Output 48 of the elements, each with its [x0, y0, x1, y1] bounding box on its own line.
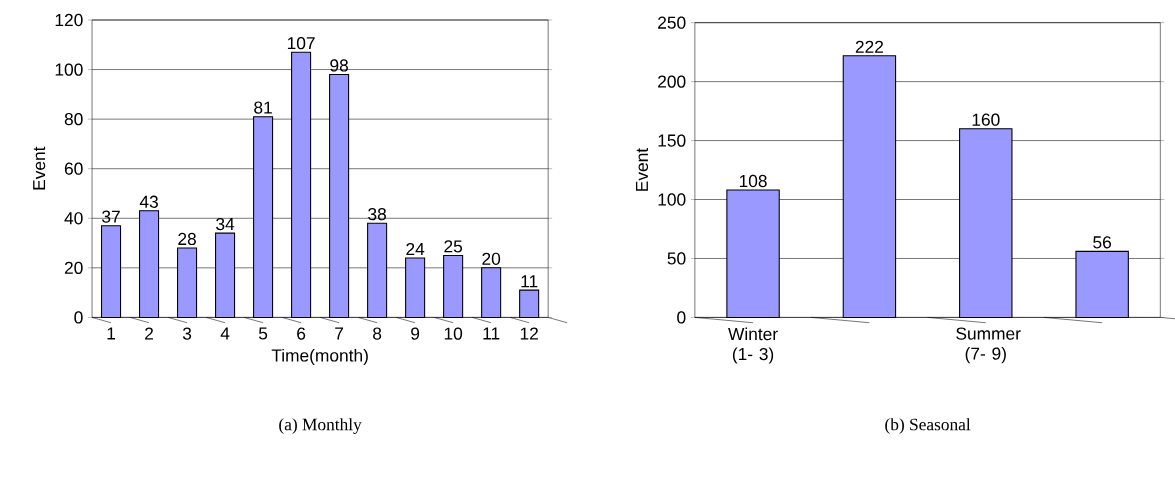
- data-label: 98: [330, 59, 348, 72]
- data-label: 81: [254, 101, 272, 114]
- data-label: 25: [444, 240, 463, 253]
- x-tick-label: 11: [483, 327, 500, 340]
- x-tick-label: 4: [220, 327, 230, 340]
- data-label: 11: [521, 275, 538, 287]
- x-tick-label: 3: [182, 327, 192, 340]
- x-tick-label: 9: [411, 327, 420, 340]
- x-tick-label: 5: [258, 327, 268, 340]
- x-tick-label: 12: [520, 327, 538, 340]
- x-axis-title: Time(month): [271, 348, 368, 365]
- y-tick-label: 250: [658, 16, 686, 29]
- y-tick-label: 100: [55, 63, 83, 76]
- data-label: 20: [482, 252, 501, 265]
- data-label: 28: [178, 232, 196, 245]
- data-label: 222: [855, 40, 883, 53]
- y-tick-label: 0: [677, 311, 686, 324]
- text: (a) Monthly: [279, 417, 362, 434]
- data-label: 34: [216, 217, 235, 230]
- x-tick-label: Summer (7- 9): [956, 327, 1021, 363]
- data-label: 107: [287, 36, 315, 50]
- y-tick-label: 100: [658, 193, 686, 206]
- data-label: 38: [368, 207, 386, 221]
- y-tick-label: 50: [667, 252, 686, 265]
- y-axis-title: Event: [635, 147, 649, 191]
- y-tick-label: 150: [658, 134, 686, 147]
- x-tick-label: 7: [335, 327, 344, 340]
- data-label: 43: [139, 195, 158, 208]
- y-tick-label: 0: [74, 311, 83, 324]
- data-label: 108: [739, 174, 767, 187]
- y-tick-label: 20: [64, 261, 83, 274]
- x-tick-label: Winter (1- 3): [728, 327, 778, 364]
- data-label: 56: [1093, 235, 1112, 249]
- x-tick-label: 1: [107, 327, 116, 340]
- y-tick-label: 40: [64, 211, 83, 225]
- x-tick-label: 8: [373, 327, 382, 340]
- y-tick-label: 200: [658, 75, 686, 88]
- data-label: 37: [102, 210, 120, 223]
- x-tick-label: 10: [444, 327, 463, 340]
- y-tick-label: 80: [64, 112, 83, 126]
- x-tick-label: 6: [297, 327, 306, 340]
- y-tick-label: 120: [55, 13, 83, 26]
- data-label: 24: [406, 242, 425, 255]
- y-tick-label: 60: [64, 162, 83, 175]
- x-tick-label: 2: [145, 327, 153, 340]
- text: (b) Seasonal: [885, 417, 971, 434]
- data-label: 160: [972, 113, 1000, 126]
- y-axis-title: Event: [33, 146, 46, 190]
